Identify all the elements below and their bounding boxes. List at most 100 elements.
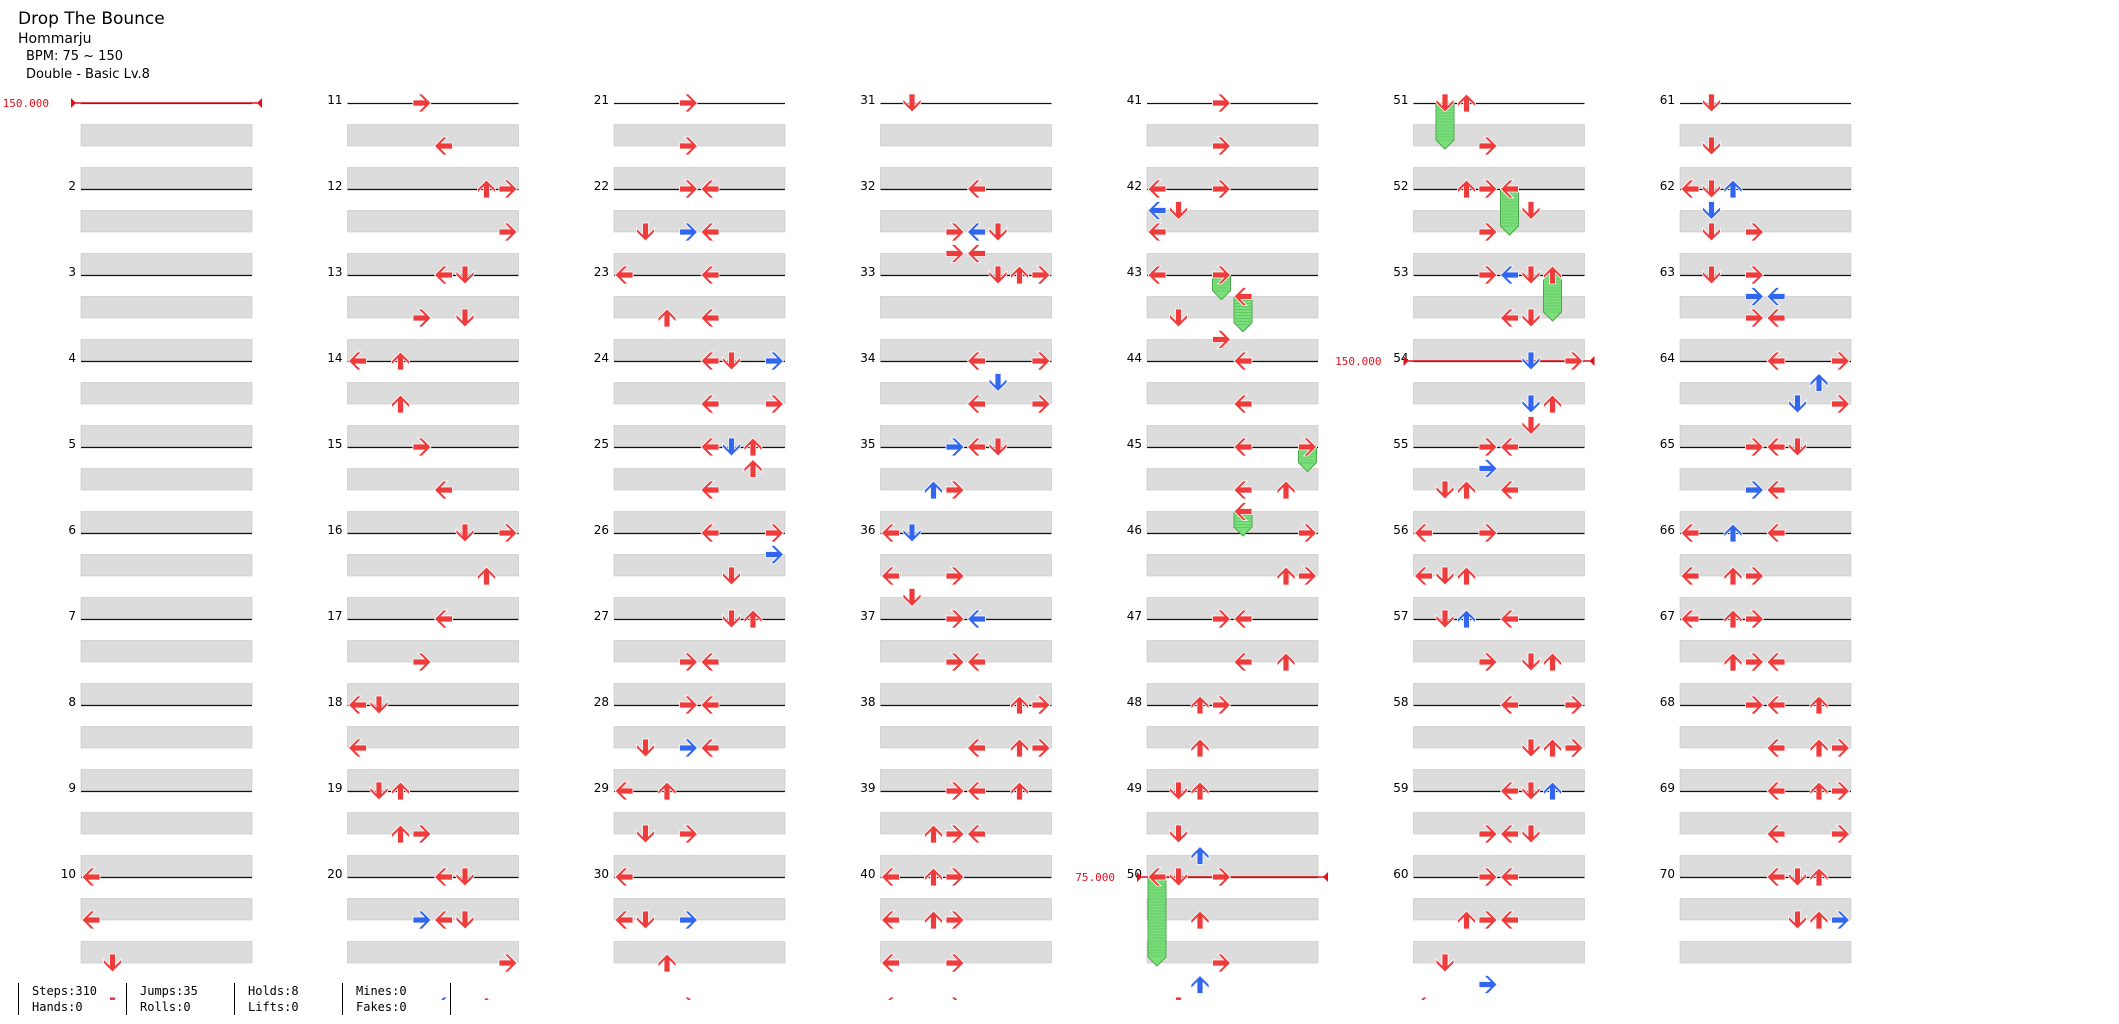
measure-number: 19	[327, 781, 342, 795]
right-arrow-icon	[498, 953, 518, 973]
beat-band	[1679, 468, 1852, 491]
beat-band	[1679, 511, 1852, 534]
beat-band	[80, 898, 253, 921]
left-arrow-icon	[1233, 351, 1253, 371]
stats-group-holds: Holds:8 Lifts:0	[234, 983, 299, 1015]
measure-number: 25	[594, 437, 609, 451]
up-arrow-icon	[1457, 566, 1476, 586]
stat-fakes: Fakes:0	[356, 1000, 407, 1014]
right-arrow-icon	[1298, 566, 1318, 586]
measure-number: 14	[327, 351, 342, 365]
right-arrow-icon	[1478, 652, 1498, 672]
stat-lifts: Lifts:0	[248, 1000, 299, 1014]
left-arrow-icon	[81, 910, 101, 930]
left-arrow-icon	[966, 394, 986, 414]
left-arrow-icon	[433, 867, 453, 887]
right-arrow-icon	[679, 222, 699, 242]
beat-band	[1146, 898, 1319, 921]
beat-band	[613, 124, 786, 147]
up-arrow-icon	[657, 308, 677, 328]
beat-band	[80, 769, 253, 792]
measure-number: 49	[1127, 781, 1142, 795]
beat-band	[880, 210, 1052, 233]
beat-band	[80, 210, 253, 233]
down-arrow-icon	[1521, 351, 1541, 371]
left-arrow-icon	[1147, 201, 1167, 220]
measure-number: 69	[1660, 781, 1675, 795]
left-arrow-icon	[700, 652, 720, 672]
measure-number: 18	[327, 695, 342, 709]
beat-band	[613, 210, 786, 233]
right-arrow-icon	[1478, 975, 1498, 994]
measure-number: 65	[1660, 437, 1675, 451]
left-arrow-icon	[1499, 308, 1519, 328]
up-arrow-icon	[924, 867, 943, 887]
left-arrow-icon	[614, 265, 634, 285]
beat-band	[613, 468, 786, 491]
beat-band	[1146, 726, 1319, 749]
left-arrow-icon	[81, 867, 101, 887]
beat-band	[80, 640, 253, 663]
left-arrow-icon	[347, 695, 367, 715]
beat-band	[347, 124, 519, 147]
up-arrow-icon	[1543, 652, 1562, 672]
up-arrow-icon	[1723, 609, 1743, 629]
down-arrow-icon	[988, 265, 1008, 285]
left-arrow-icon	[880, 566, 900, 586]
left-arrow-icon	[700, 265, 720, 285]
up-arrow-icon	[1543, 265, 1562, 285]
beat-band	[1679, 339, 1852, 362]
right-arrow-icon	[679, 695, 699, 715]
right-arrow-icon	[1478, 824, 1498, 844]
right-arrow-icon	[1478, 867, 1498, 887]
down-arrow-icon	[988, 373, 1008, 393]
down-arrow-icon	[1435, 609, 1455, 629]
beat-band	[347, 425, 519, 448]
beat-band	[880, 296, 1052, 319]
down-arrow-icon	[636, 738, 655, 758]
up-arrow-icon	[1543, 781, 1562, 801]
right-arrow-icon	[765, 523, 785, 543]
up-arrow-icon	[391, 781, 410, 801]
left-arrow-icon	[1766, 781, 1786, 801]
right-arrow-icon	[945, 609, 965, 629]
left-arrow-icon	[614, 910, 634, 930]
left-arrow-icon	[1233, 394, 1253, 414]
up-arrow-icon	[391, 394, 410, 414]
beat-band	[1679, 253, 1852, 276]
up-arrow-icon	[477, 179, 496, 199]
measure-number: 56	[1393, 523, 1408, 537]
beat-band	[1146, 683, 1319, 706]
left-arrow-icon	[966, 244, 986, 263]
left-arrow-icon	[1233, 287, 1253, 306]
bpm-marker-left	[1137, 872, 1142, 882]
right-arrow-icon	[1745, 609, 1765, 629]
song-title: Drop The Bounce	[18, 9, 165, 29]
up-arrow-icon	[1457, 910, 1476, 930]
beat-band	[347, 339, 519, 362]
beat-band	[613, 812, 786, 835]
step-chart: 2345678910111213141516171819202122232425…	[3, 93, 1852, 1000]
beat-band	[1413, 167, 1585, 190]
down-arrow-icon	[455, 867, 475, 887]
up-arrow-icon	[477, 566, 496, 586]
measure-number: 12	[327, 179, 342, 193]
down-arrow-icon	[1702, 93, 1721, 113]
down-arrow-icon	[1435, 566, 1455, 586]
right-arrow-icon	[945, 437, 965, 457]
left-arrow-icon	[614, 867, 634, 887]
left-arrow-icon	[966, 222, 986, 242]
up-arrow-icon	[1190, 845, 1210, 865]
beat-band	[613, 554, 786, 577]
beat-band	[613, 382, 786, 405]
beat-band	[1146, 855, 1319, 878]
beat-band	[1413, 554, 1585, 577]
left-arrow-icon	[1499, 609, 1519, 629]
stats-group-mines: Mines:0 Fakes:0	[342, 983, 407, 1015]
measure-number: 33	[860, 265, 875, 279]
left-arrow-icon	[1499, 824, 1519, 844]
beat-band	[1679, 167, 1852, 190]
right-arrow-icon	[412, 308, 432, 328]
down-arrow-icon	[1169, 308, 1188, 328]
beat-band	[613, 769, 786, 792]
